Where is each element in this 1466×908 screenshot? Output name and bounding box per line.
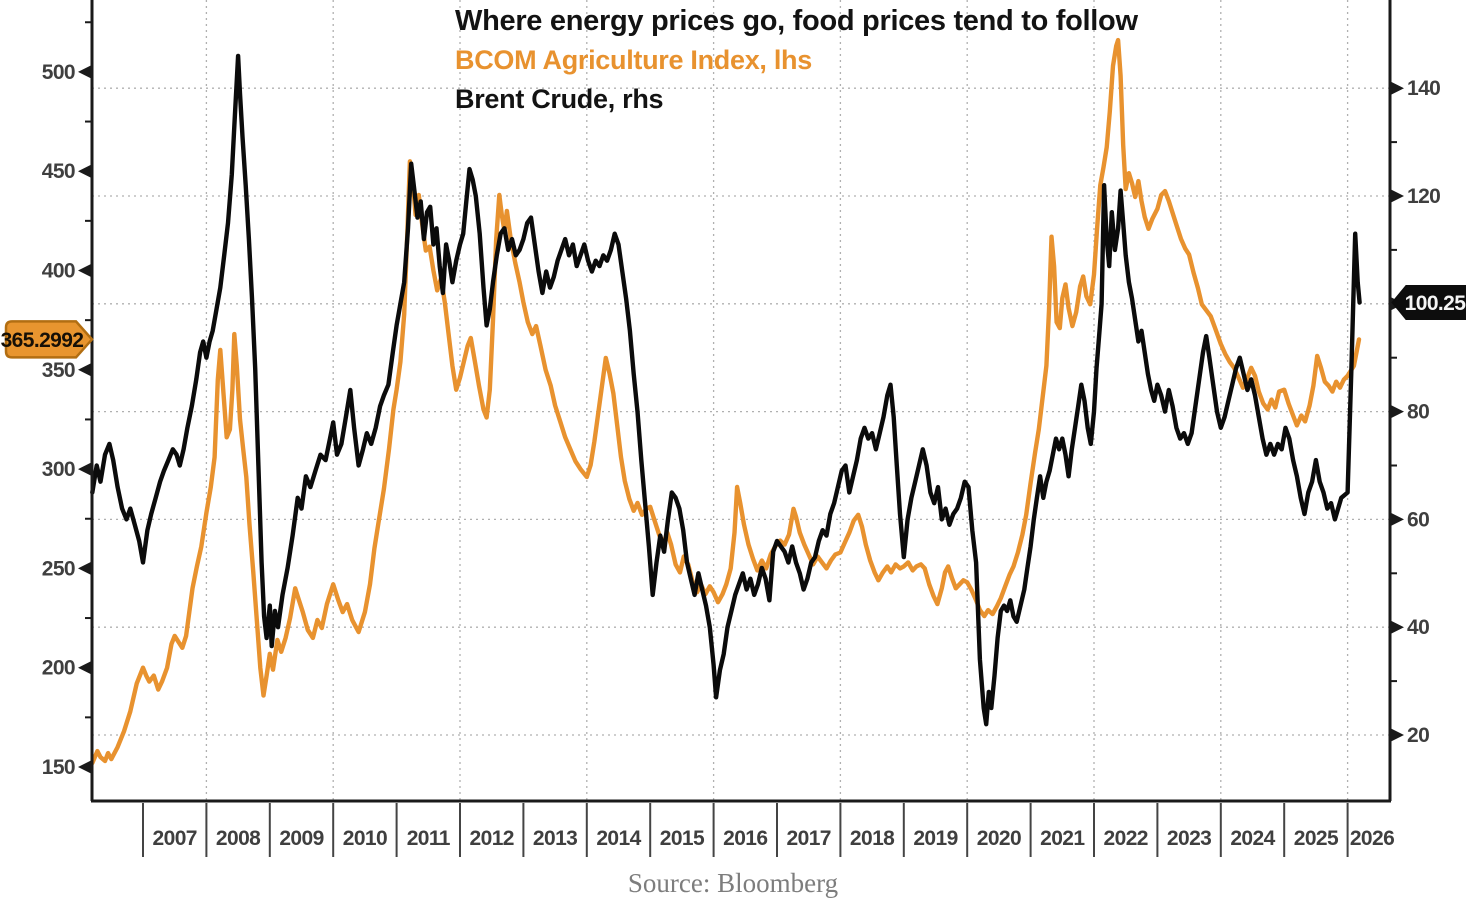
left-major-tick-arrow <box>78 660 92 675</box>
right-major-tick-arrow <box>1390 512 1404 527</box>
left-axis-tick-label: 350 <box>42 359 75 382</box>
badge-shape <box>4 320 94 359</box>
series-bcom-agriculture <box>90 37 1362 766</box>
year-label: 2008 <box>216 827 261 850</box>
right-axis-tick-label: 60 <box>1407 508 1429 531</box>
year-label: 2026 <box>1350 827 1394 850</box>
year-label: 2015 <box>660 827 705 850</box>
x-axis: 2007 2008 2009 2010 2011 2012 2013 2014 2015 2016… <box>142 803 1395 857</box>
right-major-tick-arrow <box>1390 728 1404 742</box>
right-axis-tick-label: 140 <box>1407 77 1440 100</box>
year-label: 2019 <box>913 827 957 850</box>
left-major-tick-arrow <box>78 263 92 278</box>
left-major-tick-arrow <box>78 64 92 79</box>
left-axis-tick-label: 500 <box>42 61 75 84</box>
left-axis-badge: 365.2992 <box>1 320 94 359</box>
right-axis-tick-label: 80 <box>1407 401 1429 424</box>
year-label: 2013 <box>533 827 577 850</box>
year-label: 2018 <box>850 827 895 850</box>
left-major-tick-arrow <box>78 760 92 774</box>
right-axis-tick-label: 40 <box>1407 616 1429 639</box>
left-axis-tick-label: 300 <box>42 458 75 481</box>
year-label: 2020 <box>977 827 1021 850</box>
left-axis-tick-label: 150 <box>42 756 75 779</box>
year-label: 2007 <box>153 827 197 850</box>
year-label: 2011 <box>407 827 451 850</box>
left-axis: 150 200 250 300 350 400 450 500 <box>42 21 92 779</box>
series-brent-crude <box>90 53 1362 727</box>
source-attribution: Source: Bloomberg <box>627 868 839 898</box>
year-label: 2009 <box>279 827 323 850</box>
year-label: 2017 <box>787 827 831 850</box>
right-axis-tick-label: 120 <box>1407 185 1440 208</box>
badge-shape <box>1391 284 1466 320</box>
year-label: 2023 <box>1167 827 1211 850</box>
left-badge-value: 365.2992 <box>1 329 84 352</box>
left-major-tick-arrow <box>78 561 92 576</box>
right-major-tick-arrow <box>1390 620 1404 635</box>
year-label: 2012 <box>470 827 514 850</box>
right-major-tick-arrow <box>1390 404 1404 419</box>
left-axis-tick-label: 400 <box>42 260 75 283</box>
left-major-tick-arrow <box>78 164 92 179</box>
year-label: 2025 <box>1294 827 1339 850</box>
right-axis-badge: 100.25 <box>1391 284 1466 320</box>
year-label: 2021 <box>1040 827 1085 850</box>
left-axis-tick-label: 450 <box>42 160 75 183</box>
right-axis-tick-label: 20 <box>1407 724 1429 747</box>
left-major-tick-arrow <box>78 362 92 377</box>
year-label: 2022 <box>1104 827 1148 850</box>
year-label: 2024 <box>1230 827 1275 850</box>
right-axis: 20406080100120140 <box>1390 77 1441 747</box>
year-label: 2010 <box>343 827 387 850</box>
year-label: 2016 <box>723 827 767 850</box>
year-label: 2014 <box>596 827 641 850</box>
right-badge-value: 100.25 <box>1405 292 1466 315</box>
series-group <box>90 37 1362 766</box>
right-major-tick-arrow <box>1390 189 1404 203</box>
left-axis-tick-label: 200 <box>42 657 75 680</box>
left-major-tick-arrow <box>78 462 92 477</box>
left-axis-tick-label: 250 <box>42 557 75 580</box>
right-major-tick-arrow <box>1390 81 1404 96</box>
